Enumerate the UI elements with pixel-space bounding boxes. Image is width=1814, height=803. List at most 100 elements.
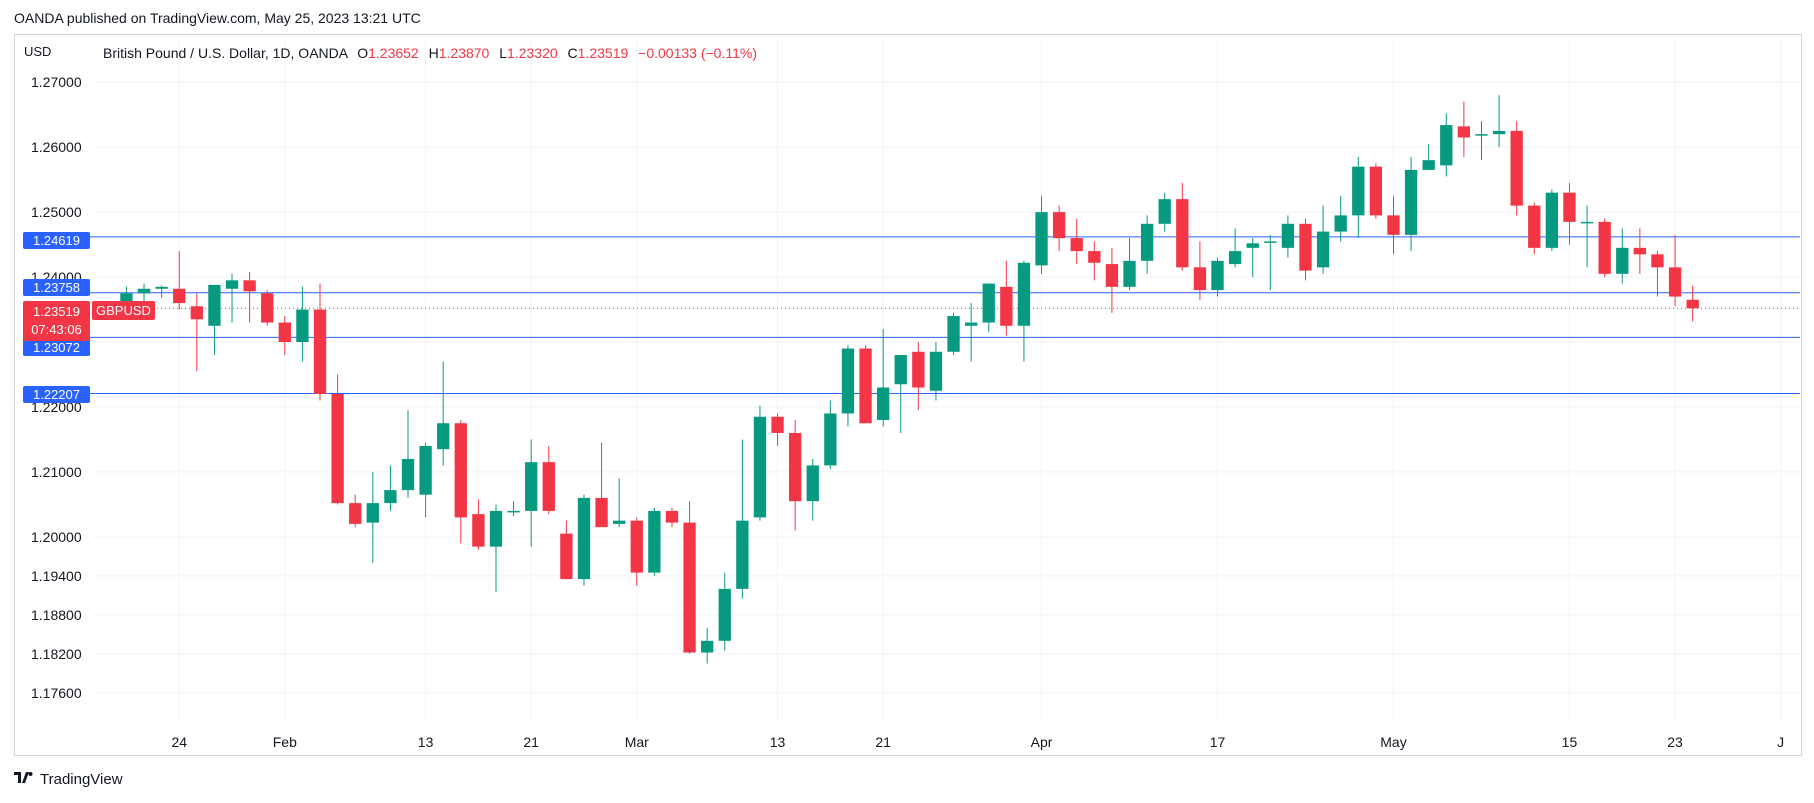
candle-body <box>1352 166 1365 216</box>
candle-body <box>947 316 960 352</box>
candle-body <box>1510 130 1523 206</box>
candle <box>1563 182 1576 245</box>
candle <box>542 445 555 515</box>
candle <box>173 251 186 310</box>
candle-body <box>876 387 890 420</box>
candle-body <box>489 510 503 547</box>
open-value: 1.23652 <box>368 45 419 61</box>
candle-body <box>736 520 749 589</box>
candle-body <box>683 522 696 653</box>
candle <box>155 285 168 298</box>
high-label: H <box>428 45 439 61</box>
candle <box>1299 218 1312 281</box>
candle <box>665 507 679 528</box>
candle <box>419 442 432 518</box>
candle <box>1616 228 1629 284</box>
candle <box>894 355 907 433</box>
x-tick-label: 21 <box>523 734 539 750</box>
y-tick-label: 1.21000 <box>31 464 82 480</box>
chart-frame[interactable] <box>14 34 1802 756</box>
candle-body <box>1387 215 1400 235</box>
candle <box>1352 156 1365 239</box>
candle <box>1000 260 1013 336</box>
candle-body <box>701 640 714 653</box>
candle-body <box>982 283 995 323</box>
candle <box>384 465 397 511</box>
candle <box>912 342 925 411</box>
x-tick-label: 21 <box>875 734 891 750</box>
candle-body <box>753 416 767 518</box>
x-tick-label: 24 <box>171 734 187 750</box>
open-label: O <box>357 45 369 61</box>
candle <box>1651 251 1664 297</box>
candle-body <box>841 348 855 414</box>
candle-body <box>296 309 309 343</box>
tradingview-logo[interactable]: TradingView <box>14 770 123 788</box>
candle-body <box>1070 238 1083 252</box>
candle-body <box>1035 212 1048 266</box>
candle <box>1228 228 1242 268</box>
level-label-1: 1.24619 <box>23 232 90 249</box>
candle-body <box>542 462 555 511</box>
candle <box>331 374 344 505</box>
candle <box>1422 143 1435 170</box>
candle-body <box>454 423 467 518</box>
x-tick-label: May <box>1380 734 1406 750</box>
candle <box>648 507 661 576</box>
candle <box>630 517 643 586</box>
candle <box>736 439 749 599</box>
candle-body <box>824 413 837 466</box>
candle-body <box>1211 260 1224 291</box>
candle-body <box>1422 160 1435 170</box>
candle-body <box>507 510 520 513</box>
candle-body <box>648 510 661 573</box>
candle <box>137 283 151 304</box>
candle <box>1369 163 1383 219</box>
candle <box>964 303 978 362</box>
candle-body <box>964 322 978 326</box>
x-tick-label: 13 <box>418 734 434 750</box>
candle-body <box>1088 251 1101 263</box>
tradingview-logo-icon <box>14 770 34 788</box>
candle <box>929 342 943 401</box>
x-tick-label: 15 <box>1562 734 1578 750</box>
candle-body <box>929 351 943 391</box>
candle <box>1580 205 1594 268</box>
candle-body <box>1158 199 1171 224</box>
candle-body <box>384 490 397 504</box>
candles <box>120 95 1699 664</box>
x-tick-label: 13 <box>770 734 786 750</box>
candle-body <box>1123 260 1136 287</box>
y-axis-ticks: 1.270001.260001.250001.240001.230001.220… <box>31 74 82 701</box>
candle-body <box>1404 169 1418 235</box>
candle-body <box>1440 125 1453 166</box>
candle-body <box>859 348 872 424</box>
symbol-legend: British Pound / U.S. Dollar, 1D, OANDA O… <box>103 45 757 61</box>
x-tick-label: 23 <box>1667 734 1683 750</box>
candle-body <box>243 280 256 292</box>
candle-body <box>1686 299 1699 309</box>
last-price-badge: 1.23519 07:43:06 <box>23 301 90 341</box>
candle-body <box>525 462 538 511</box>
y-tick-label: 1.17600 <box>31 685 82 701</box>
candle <box>1528 202 1541 255</box>
candle-body <box>665 510 679 523</box>
y-tick-label: 1.26000 <box>31 139 82 155</box>
candle <box>841 345 855 427</box>
candle-body <box>472 514 485 547</box>
candle-body <box>1281 223 1295 248</box>
candle <box>1598 218 1611 278</box>
candle-body <box>401 458 415 491</box>
candle-body <box>155 286 168 289</box>
candle-body <box>1299 223 1312 271</box>
candle-body <box>173 288 186 304</box>
candle <box>489 504 503 593</box>
low-label: L <box>499 45 508 61</box>
candle-body <box>595 497 608 528</box>
candle-body <box>1545 192 1559 248</box>
candle-body <box>1052 212 1066 239</box>
candle <box>560 520 573 580</box>
candle-body <box>261 293 274 323</box>
candle-body <box>718 588 731 641</box>
